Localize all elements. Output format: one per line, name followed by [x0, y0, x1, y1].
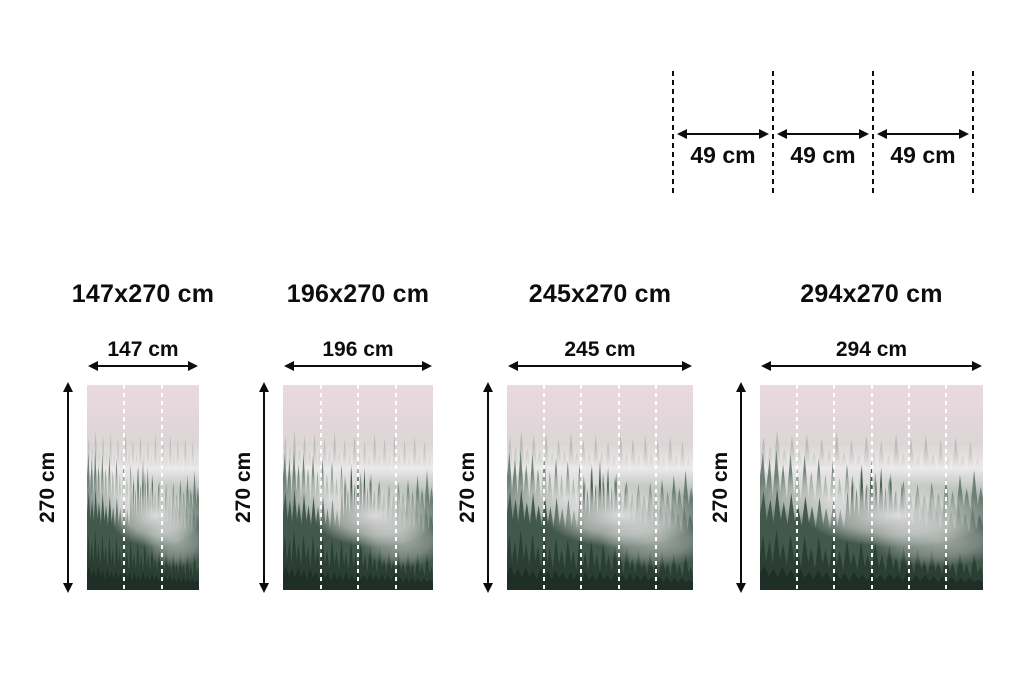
- segment-width-arrow: [877, 128, 969, 140]
- size-option-196x270: 196x270 cm 196 cm 270 cm: [232, 280, 433, 593]
- panel-divider-line: [944, 385, 947, 590]
- forest-mural-image: [507, 385, 693, 590]
- size-title: 294x270 cm: [800, 280, 943, 308]
- panel-divider-line: [580, 385, 583, 590]
- forest-mural-image: [760, 385, 983, 590]
- panel-divider-line: [654, 385, 657, 590]
- panel-divider-line: [357, 385, 359, 590]
- height-arrow: [735, 382, 747, 593]
- height-arrow: [62, 382, 74, 593]
- width-label: 245 cm: [564, 338, 636, 361]
- panel-divider-line: [796, 385, 799, 590]
- size-option-294x270: 294x270 cm 294 cm 270 cm: [709, 280, 983, 593]
- width-label: 196 cm: [322, 338, 394, 361]
- panel-divider-line: [870, 385, 873, 590]
- size-title: 147x270 cm: [71, 280, 215, 308]
- panel-divider-line: [319, 385, 322, 590]
- forest-mural-image: [87, 385, 199, 590]
- segment-width-label: 49 cm: [790, 142, 856, 168]
- panel-divider-line: [833, 385, 836, 590]
- size-title: 245x270 cm: [528, 280, 672, 308]
- panel-divider-line: [907, 385, 910, 590]
- height-label: 270 cm: [36, 451, 59, 524]
- size-option-147x270: 147x270 cm 147 cm 270 cm: [36, 280, 214, 593]
- segment-width-arrow: [777, 128, 869, 140]
- width-label: 294 cm: [835, 338, 908, 361]
- height-label: 270 cm: [232, 451, 255, 524]
- width-arrow: [88, 360, 198, 372]
- width-arrow: [761, 360, 982, 372]
- width-arrow: [284, 360, 432, 372]
- cut-line: [672, 71, 674, 195]
- panel-divider-line: [394, 385, 397, 590]
- width-label: 147 cm: [107, 338, 179, 361]
- height-label: 270 cm: [709, 451, 732, 524]
- height-label: 270 cm: [456, 451, 479, 524]
- panel-divider-line: [543, 385, 546, 590]
- panel-divider-line: [123, 385, 126, 590]
- panel-divider-line: [617, 385, 620, 590]
- forest-mural-image: [283, 385, 433, 590]
- panel-divider-line: [160, 385, 163, 590]
- width-arrow: [508, 360, 692, 372]
- cut-line: [972, 71, 974, 195]
- segment-width-label: 49 cm: [690, 142, 756, 168]
- size-option-245x270: 245x270 cm 245 cm 270 cm: [456, 280, 693, 593]
- size-title: 196x270 cm: [286, 280, 430, 308]
- height-arrow: [482, 382, 494, 593]
- cut-line: [872, 71, 874, 195]
- segment-width-arrow: [677, 128, 769, 140]
- segment-width-label: 49 cm: [890, 142, 956, 168]
- height-arrow: [258, 382, 270, 593]
- cut-line: [772, 71, 774, 195]
